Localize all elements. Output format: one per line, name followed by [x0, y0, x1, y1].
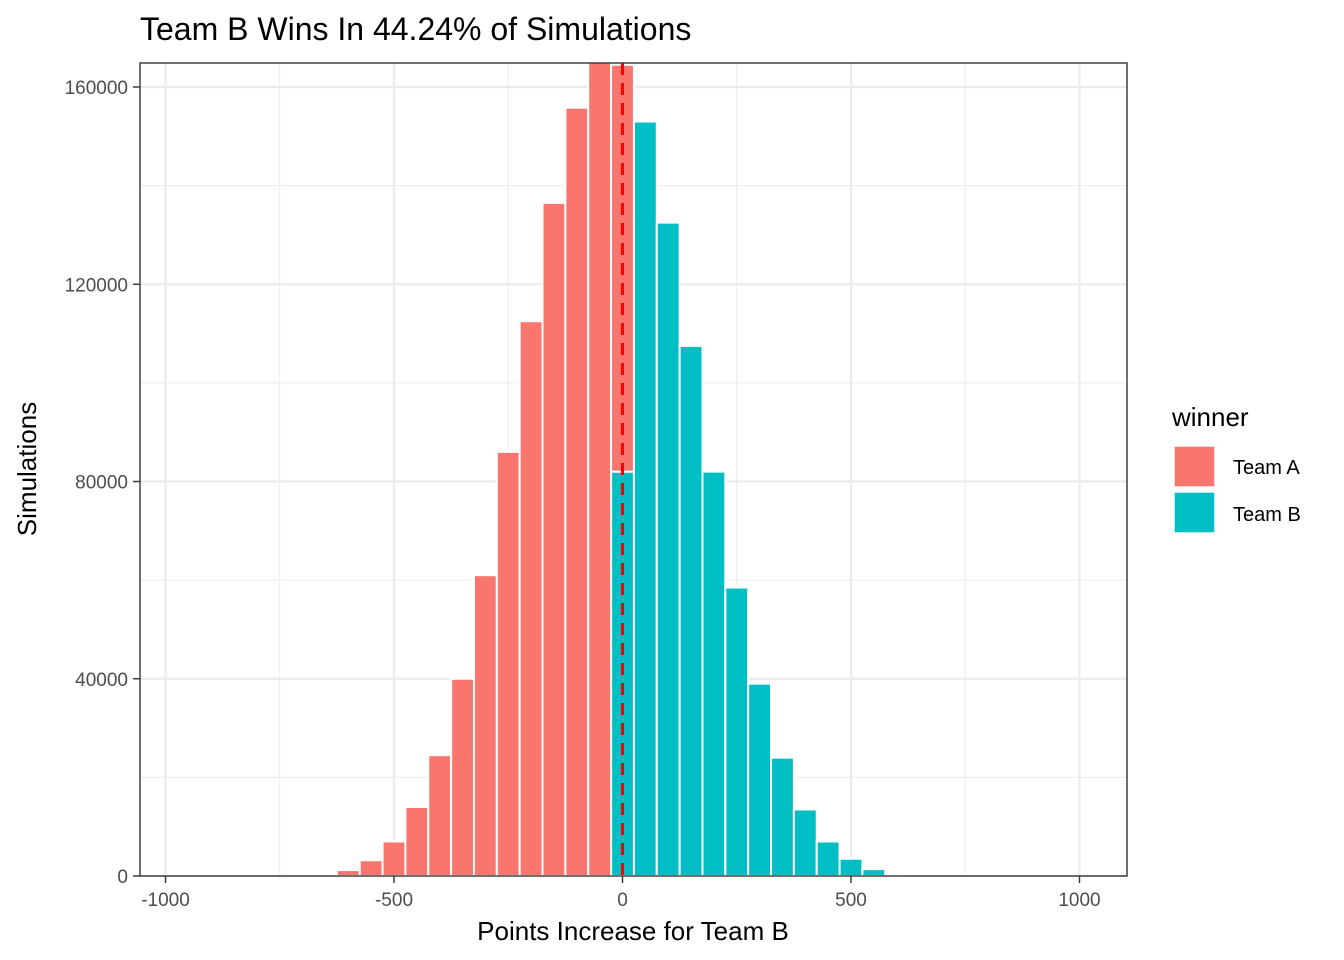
bar-team-b — [815, 840, 841, 878]
bar-team-b — [861, 868, 887, 878]
bar-team-b — [770, 756, 795, 878]
bar-team-a — [381, 840, 407, 878]
y-tick-label: 0 — [117, 867, 128, 888]
x-tick-label: 500 — [835, 890, 867, 911]
bar-team-b — [747, 682, 773, 878]
bar-team-a — [450, 677, 475, 877]
y-axis-ticks: 0 40000 80000 120000 160000 — [65, 78, 140, 888]
plot-border — [139, 62, 1128, 877]
bar-team-b — [724, 586, 750, 877]
legend-title: winner — [1171, 402, 1249, 432]
x-tick-label: 0 — [617, 890, 628, 911]
bar-team-a — [335, 869, 361, 878]
x-tick-label: 1000 — [1058, 890, 1100, 911]
bar-team-a — [472, 574, 498, 877]
x-tick-label: -500 — [375, 890, 413, 911]
bar-team-b — [678, 344, 704, 877]
y-axis-title: Simulations — [12, 402, 42, 536]
bar-team-a — [587, 61, 613, 877]
legend: winner Team A Team B — [1171, 402, 1301, 534]
x-axis-ticks: -1000 -500 0 500 1000 — [141, 876, 1101, 911]
bars — [335, 61, 910, 878]
y-tick-label: 80000 — [75, 473, 128, 494]
chart-title: Team B Wins In 44.24% of Simulations — [140, 11, 691, 47]
bar-team-a — [358, 859, 384, 877]
y-tick-label: 160000 — [65, 78, 128, 99]
y-tick-label: 40000 — [75, 670, 128, 691]
legend-label-team-b: Team B — [1233, 504, 1301, 526]
bar-team-b — [838, 857, 864, 877]
bar-team-a — [518, 320, 544, 877]
bar-team-a — [564, 106, 590, 878]
bar-team-b — [655, 221, 681, 877]
bar-team-a — [404, 805, 430, 878]
legend-swatch-team-a — [1173, 445, 1216, 488]
bar-team-a — [495, 450, 521, 877]
legend-swatch-team-b — [1173, 491, 1216, 534]
bar-team-a — [427, 754, 453, 878]
legend-label-team-a: Team A — [1233, 457, 1300, 479]
bar-team-a — [541, 201, 567, 877]
y-tick-label: 120000 — [65, 275, 128, 296]
x-axis-title: Points Increase for Team B — [477, 916, 789, 946]
bar-team-b — [632, 120, 658, 878]
bar-team-b — [792, 808, 818, 877]
bar-team-b — [701, 470, 727, 877]
x-tick-label: -1000 — [141, 890, 190, 911]
